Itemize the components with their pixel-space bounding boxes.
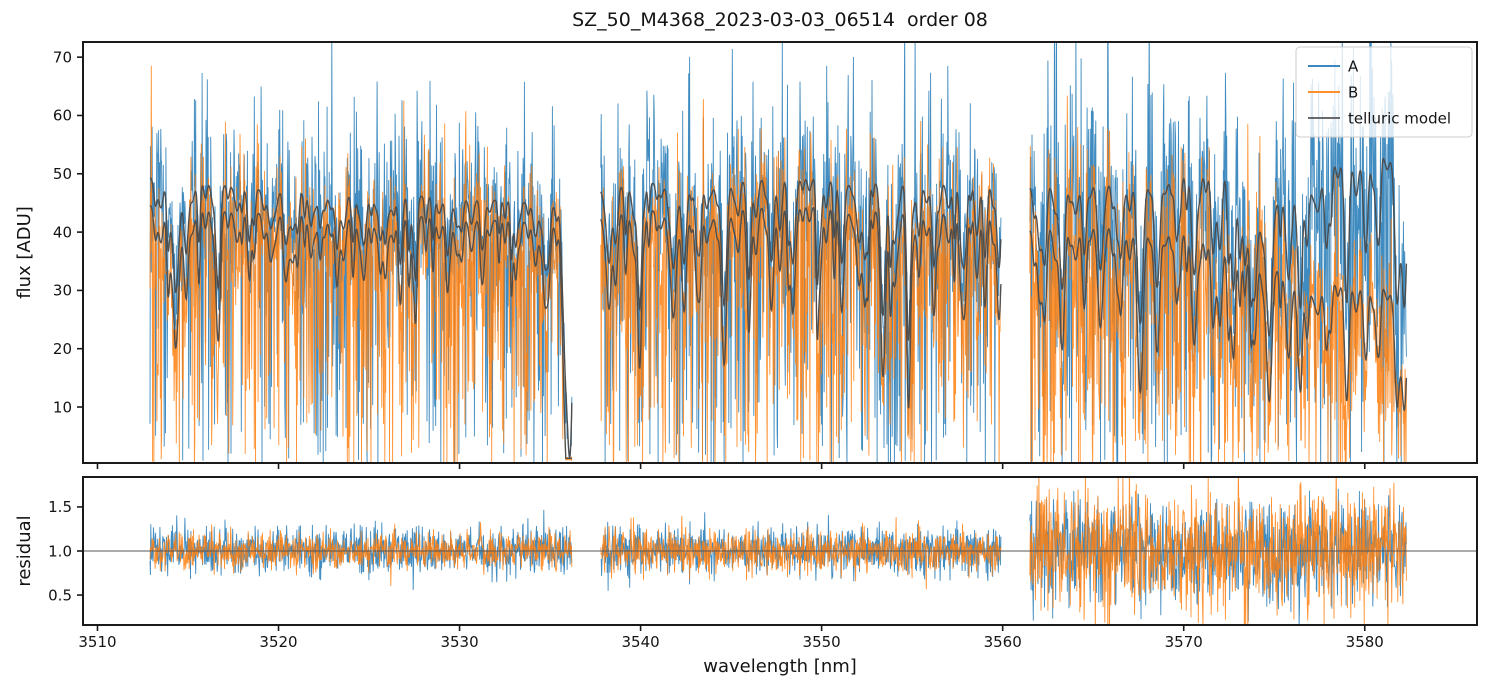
x-tick-label: 3570 <box>1165 633 1203 651</box>
x-tick-label: 3520 <box>259 633 297 651</box>
residual-y-tick-label: 0.5 <box>48 586 72 604</box>
flux-panel-frame <box>82 41 1478 464</box>
chart-title: SZ_50_M4368_2023-03-03_06514 order 08 <box>572 9 988 31</box>
telluric-model-B-segment-1 <box>600 206 1002 409</box>
residual-series-B-segment-0 <box>149 522 573 587</box>
x-tick-label: 3550 <box>803 633 841 651</box>
x-tick-label: 3510 <box>78 633 116 651</box>
x-tick-label: 3530 <box>440 633 478 651</box>
residual-series-B-segment-2 <box>1029 477 1407 625</box>
telluric-model-A-segment-2 <box>1029 157 1408 338</box>
telluric-model-A-segment-0 <box>149 177 573 459</box>
residual-y-tick-label: 1.5 <box>48 498 72 516</box>
telluric-model-B-segment-2 <box>1029 228 1408 412</box>
legend-label-3: telluric model <box>1348 109 1451 127</box>
flux-y-tick-label: 20 <box>53 340 72 358</box>
residual-series-B-segment-1 <box>600 515 1002 590</box>
flux-y-tick-label: 30 <box>53 282 72 300</box>
residual-y-tick-label: 1.0 <box>48 542 72 560</box>
flux-axis-label: flux [ADU] <box>14 206 35 299</box>
legend-label-1: A <box>1348 57 1359 75</box>
telluric-model-A-segment-1 <box>600 179 1002 341</box>
flux-y-tick-label: 40 <box>53 223 72 241</box>
flux-y-tick-label: 60 <box>53 107 72 125</box>
residual-series-group <box>149 477 1407 625</box>
residual-axis-label: residual <box>14 515 35 586</box>
x-tick-label: 3560 <box>984 633 1022 651</box>
x-axis-label: wavelength [nm] <box>703 656 857 677</box>
x-tick-label: 3580 <box>1346 633 1384 651</box>
flux-series-group <box>149 42 1408 463</box>
flux-y-tick-label: 10 <box>53 398 72 416</box>
legend-label-2: B <box>1348 83 1358 101</box>
telluric-model-B-segment-0 <box>149 204 572 459</box>
legend-box <box>1295 46 1473 138</box>
flux-y-tick-label: 50 <box>53 165 72 183</box>
flux-y-tick-label: 70 <box>53 48 72 66</box>
x-tick-label: 3540 <box>622 633 660 651</box>
